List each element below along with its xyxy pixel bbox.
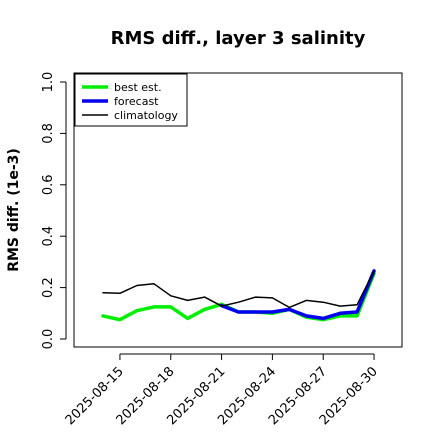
chart-title: RMS diff., layer 3 salinity (111, 28, 366, 49)
y-axis-label: RMS diff. (1e-3) (6, 148, 22, 272)
y-tick-label: 0.4 (41, 226, 56, 247)
series-layer (101, 269, 376, 322)
legend-label: best est. (114, 81, 162, 94)
legend-label: forecast (114, 95, 159, 108)
y-tick-label: 0.6 (41, 174, 56, 195)
series-line-forecast (219, 269, 376, 321)
y-tick-label: 0.8 (41, 123, 56, 144)
legend-label: climatology (114, 109, 178, 122)
y-tick-label: 1.0 (41, 72, 56, 93)
y-axis: 0.0 0.2 0.4 0.6 0.8 1.0 (41, 72, 67, 350)
y-tick-label: 0.0 (41, 329, 56, 350)
series-line-climatology (102, 270, 375, 309)
plot-frame (73, 72, 403, 348)
y-tick-label: 0.2 (41, 277, 56, 298)
